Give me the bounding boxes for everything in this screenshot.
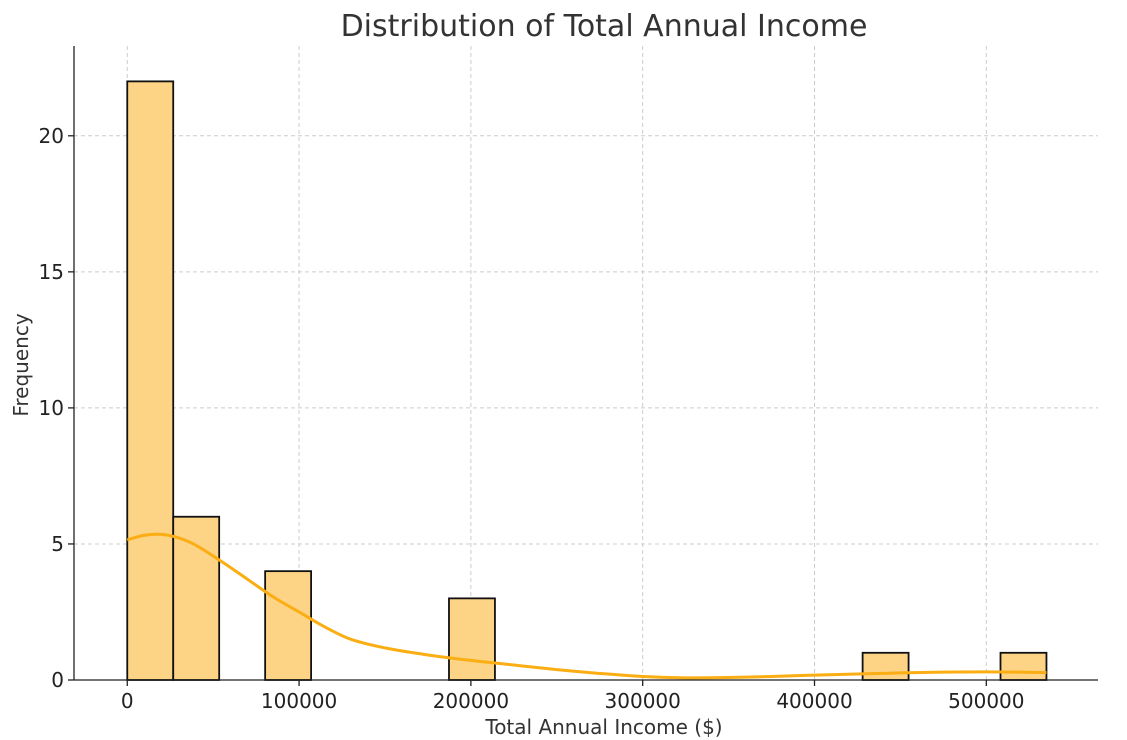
y-axis-label: Frequency <box>9 313 33 416</box>
chart-title: Distribution of Total Annual Income <box>341 9 868 44</box>
y-tick-label-2: 10 <box>39 396 64 420</box>
y-tick-label-0: 0 <box>51 668 64 692</box>
histogram-bar-0 <box>126 80 175 681</box>
x-tick-label-0: 0 <box>121 689 134 713</box>
histogram-bar-2 <box>264 570 313 681</box>
x-tick-label-1: 100000 <box>261 689 337 713</box>
gridlines <box>74 46 1098 681</box>
histogram-bar-5 <box>999 651 1048 681</box>
y-tick-label-4: 20 <box>39 124 64 148</box>
histogram-bar-3 <box>448 597 496 681</box>
histogram-bar-1 <box>172 515 221 681</box>
tick-labels: 0 100000 200000 300000 400000 500000 0 5 10 15 20 <box>39 124 1025 713</box>
y-tick-label-3: 15 <box>39 260 64 284</box>
axes <box>68 46 1098 686</box>
x-tick-label-4: 400000 <box>776 689 852 713</box>
histogram-bar-4 <box>861 651 910 681</box>
x-tick-label-2: 200000 <box>433 689 509 713</box>
x-tick-label-5: 500000 <box>948 689 1024 713</box>
y-tick-label-1: 5 <box>51 532 64 556</box>
x-axis-label: Total Annual Income ($) <box>484 715 722 739</box>
kde-curve-layer <box>126 532 1047 680</box>
x-tick-label-3: 300000 <box>605 689 681 713</box>
kde-curve <box>126 532 1047 680</box>
